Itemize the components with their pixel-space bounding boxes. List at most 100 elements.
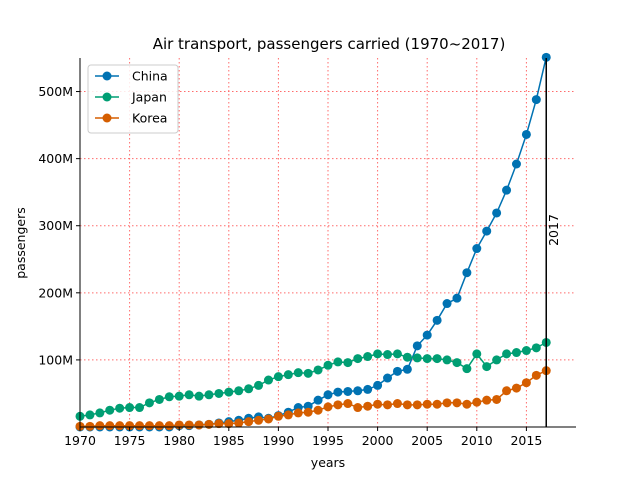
data-point — [244, 417, 254, 427]
data-point — [224, 419, 234, 429]
data-point — [353, 354, 363, 364]
data-point — [95, 408, 105, 418]
data-point — [511, 159, 521, 169]
data-point — [224, 387, 234, 397]
series-japan — [75, 337, 551, 421]
data-point — [343, 358, 353, 368]
data-point — [402, 400, 412, 410]
x-tick-label: 2005 — [411, 433, 443, 448]
data-point — [531, 95, 541, 105]
data-point — [363, 401, 373, 411]
data-point — [164, 392, 174, 402]
data-point — [392, 399, 402, 409]
data-point — [234, 386, 244, 396]
data-point — [442, 355, 452, 365]
data-point — [343, 386, 353, 396]
data-point — [263, 414, 273, 424]
data-point — [402, 364, 412, 374]
data-point — [105, 421, 115, 431]
legend-item: Korea — [95, 111, 167, 126]
data-point — [412, 353, 422, 363]
data-point — [472, 244, 482, 254]
data-point — [373, 399, 383, 409]
chart-title: Air transport, passengers carried (1970~… — [153, 35, 506, 53]
data-point — [462, 268, 472, 278]
marker-layer: 2017 — [545, 58, 561, 427]
data-point — [144, 398, 154, 408]
data-point — [531, 343, 541, 353]
data-point — [105, 405, 115, 415]
data-point — [422, 399, 432, 409]
data-point — [482, 395, 492, 405]
data-point — [283, 370, 293, 380]
data-point — [363, 352, 373, 362]
data-point — [293, 408, 303, 418]
data-point — [154, 421, 164, 431]
data-point — [333, 400, 343, 410]
data-point — [502, 386, 512, 396]
data-point — [184, 420, 194, 430]
y-axis-label: passengers — [13, 207, 28, 279]
data-point — [263, 375, 273, 385]
data-point — [422, 330, 432, 340]
data-point — [125, 421, 135, 431]
data-point — [353, 403, 363, 413]
data-point — [472, 349, 482, 359]
data-point — [333, 357, 343, 367]
data-point — [323, 390, 333, 400]
data-point — [343, 399, 353, 409]
data-point — [283, 410, 293, 420]
ticks: 1970 1975 1980 1985 1990 1995 2000 2005 2010 2015… — [38, 84, 542, 448]
y-tick-label: 500M — [38, 84, 73, 99]
x-tick-label: 1975 — [114, 433, 146, 448]
x-tick-label: 2000 — [362, 433, 394, 448]
data-point — [383, 400, 393, 410]
data-point — [353, 386, 363, 396]
data-point — [184, 390, 194, 400]
x-tick-label: 1970 — [64, 433, 96, 448]
legend-label: Korea — [132, 111, 167, 126]
data-point — [502, 349, 512, 359]
legend-swatch-marker — [102, 92, 112, 102]
data-point — [164, 421, 174, 431]
data-point — [482, 226, 492, 236]
data-point — [95, 421, 105, 431]
data-point — [521, 129, 531, 139]
data-point — [462, 399, 472, 409]
legend-item: China — [95, 69, 168, 84]
x-axis-label: years — [311, 455, 345, 470]
legend-label: China — [132, 69, 168, 84]
data-point — [531, 370, 541, 380]
vertical-marker-label: 2017 — [546, 214, 561, 246]
x-tick-label: 2015 — [510, 433, 542, 448]
data-point — [254, 380, 264, 390]
data-point — [333, 387, 343, 397]
data-point — [373, 349, 383, 359]
data-point — [472, 397, 482, 407]
data-point — [442, 398, 452, 408]
legend-label: Japan — [131, 90, 167, 105]
data-point — [452, 293, 462, 303]
data-point — [135, 421, 145, 431]
legend-swatch-marker — [102, 71, 112, 81]
data-point — [373, 380, 383, 390]
data-point — [432, 399, 442, 409]
data-point — [244, 384, 254, 394]
data-point — [521, 346, 531, 356]
y-tick-label: 400M — [38, 151, 73, 166]
data-point — [412, 341, 422, 351]
y-tick-label: 100M — [38, 352, 73, 367]
legend: China Japan Korea — [87, 64, 179, 134]
data-point — [492, 394, 502, 404]
data-point — [85, 410, 95, 420]
data-point — [214, 388, 224, 398]
data-point — [323, 360, 333, 370]
legend-item: Japan — [95, 90, 167, 105]
data-point — [383, 373, 393, 383]
data-point — [412, 400, 422, 410]
data-point — [392, 366, 402, 376]
data-point — [135, 403, 145, 413]
data-point — [194, 420, 204, 430]
data-point — [432, 315, 442, 325]
data-point — [511, 383, 521, 393]
